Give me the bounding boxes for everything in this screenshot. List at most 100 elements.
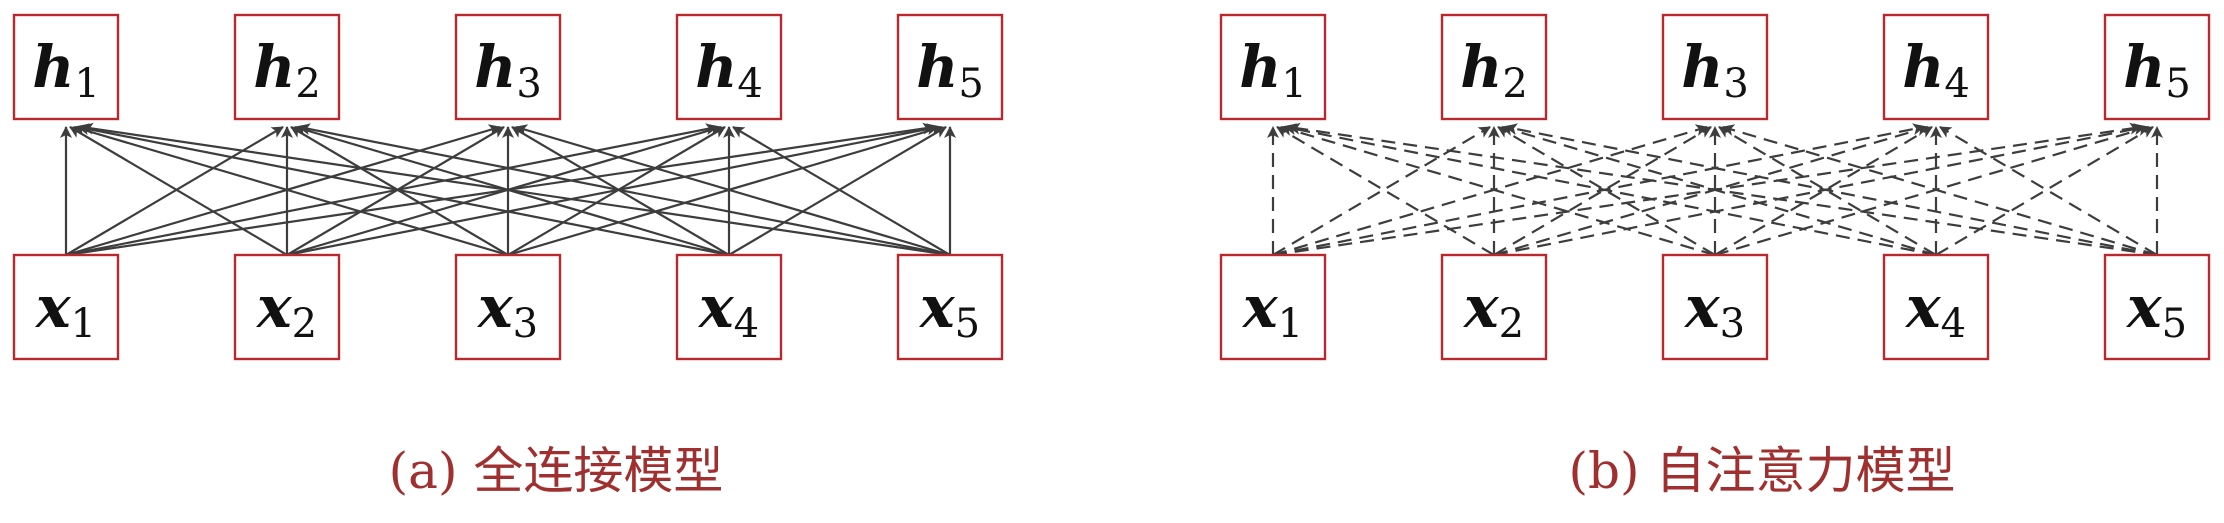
edge-b-x2-to-h5 [1493, 123, 2146, 257]
node-box [2103, 13, 2211, 121]
node-b-x4: x4 [1882, 253, 1990, 361]
edge-b-x5-to-h2 [1505, 123, 2158, 257]
node-subscript: 4 [734, 301, 759, 347]
node-subscript: 3 [1723, 61, 1748, 107]
node-subscript: 5 [955, 301, 980, 347]
node-variable: h [1460, 33, 1502, 101]
node-box [675, 253, 783, 361]
node-a-h5: h5 [896, 13, 1004, 121]
node-subscript: 5 [2162, 301, 2187, 347]
caption-b: (b) 自注意力模型 [1569, 442, 1956, 500]
node-label: h5 [916, 33, 984, 107]
node-box [1882, 253, 1990, 361]
node-label: x4 [1904, 273, 1966, 347]
edge-a-x5-to-h2 [298, 123, 951, 257]
node-box [12, 13, 120, 121]
node-box [12, 253, 120, 361]
node-subscript: 3 [516, 61, 541, 107]
node-box [896, 13, 1004, 121]
node-variable: x [34, 273, 72, 341]
node-variable: x [1241, 273, 1279, 341]
edge-b-x4-to-h1 [1284, 123, 1937, 257]
edge-b-x5-to-h3 [1722, 124, 2158, 257]
edge-b-x2-to-h3 [1493, 126, 1712, 256]
edge-b-x2-to-h4 [1493, 124, 1929, 257]
node-subscript: 2 [292, 301, 317, 347]
node-label: h5 [2123, 33, 2191, 107]
edge-a-x3-to-h1 [73, 124, 509, 257]
edge-a-x1-to-h2 [65, 126, 284, 256]
node-label: x4 [697, 273, 759, 347]
edge-b-x3-to-h5 [1714, 124, 2150, 257]
node-a-x5: x5 [896, 253, 1004, 361]
node-box [1661, 253, 1769, 361]
node-box [896, 253, 1004, 361]
node-subscript: 1 [1281, 61, 1306, 107]
edge-b-x4-to-h5 [1935, 126, 2154, 256]
edge-a-x4-to-h1 [77, 123, 730, 257]
node-label: x1 [1241, 273, 1303, 347]
edge-a-x5-to-h4 [732, 126, 951, 256]
edge-b-x1-to-h3 [1272, 124, 1708, 257]
node-variable: h [253, 33, 295, 101]
node-label: x5 [2125, 273, 2187, 347]
node-box [454, 253, 562, 361]
node-label: h4 [1902, 33, 1970, 107]
node-b-h5: h5 [2103, 13, 2211, 121]
node-variable: h [916, 33, 958, 101]
node-label: h1 [32, 33, 100, 107]
node-box [2103, 253, 2211, 361]
node-subscript: 3 [1720, 301, 1745, 347]
node-label: h2 [253, 33, 321, 107]
node-variable: x [2125, 273, 2163, 341]
node-subscript: 2 [1502, 61, 1527, 107]
node-b-x3: x3 [1661, 253, 1769, 361]
node-a-x4: x4 [675, 253, 783, 361]
node-subscript: 4 [737, 61, 762, 107]
node-label: h4 [695, 33, 763, 107]
edge-b-x5-to-h4 [1939, 126, 2158, 256]
edge-a-x2-to-h1 [69, 126, 288, 256]
edge-a-x2-to-h5 [286, 123, 939, 257]
node-label: x2 [1462, 273, 1524, 347]
edge-a-x2-to-h4 [286, 124, 722, 257]
node-variable: h [474, 33, 516, 101]
node-subscript: 3 [513, 301, 538, 347]
caption-a: (a) 全连接模型 [389, 442, 724, 500]
node-subscript: 1 [1278, 301, 1303, 347]
node-box [1219, 13, 1327, 121]
node-variable: x [255, 273, 293, 341]
node-subscript: 5 [958, 61, 983, 107]
node-box [1661, 13, 1769, 121]
edge-b-x2-to-h1 [1276, 126, 1495, 256]
node-a-x2: x2 [233, 253, 341, 361]
node-b-x2: x2 [1440, 253, 1548, 361]
node-label: h2 [1460, 33, 1528, 107]
node-a-h1: h1 [12, 13, 120, 121]
edge-b-x5-to-h1 [1288, 122, 2158, 257]
node-subscript: 4 [1941, 301, 1966, 347]
node-variable: h [1681, 33, 1723, 101]
node-subscript: 4 [1944, 61, 1969, 107]
node-variable: x [476, 273, 514, 341]
node-variable: h [32, 33, 74, 101]
node-b-h3: h3 [1661, 13, 1769, 121]
node-variable: x [1683, 273, 1721, 341]
edge-a-x1-to-h3 [65, 124, 501, 257]
node-variable: x [697, 273, 735, 341]
node-box [1882, 13, 1990, 121]
node-label: x1 [34, 273, 96, 347]
edge-b-x1-to-h2 [1272, 126, 1491, 256]
edge-b-x1-to-h5 [1272, 122, 2142, 257]
edge-b-x1-to-h4 [1272, 123, 1925, 257]
node-box [233, 13, 341, 121]
node-box [233, 253, 341, 361]
node-variable: h [1902, 33, 1944, 101]
edge-b-x3-to-h2 [1497, 126, 1716, 256]
node-variable: x [1462, 273, 1500, 341]
node-label: x2 [255, 273, 317, 347]
node-a-h4: h4 [675, 13, 783, 121]
node-box [454, 13, 562, 121]
